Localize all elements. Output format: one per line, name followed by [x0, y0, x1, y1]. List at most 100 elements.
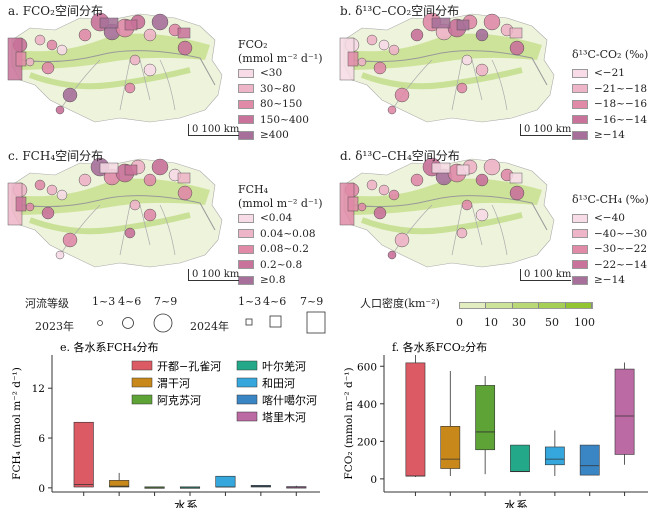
- sample-site-2023: [373, 61, 387, 75]
- sample-site-2023: [129, 54, 141, 66]
- panel-d-d13c-ch4-map: d. δ¹³C–CH₄空间分布 δ¹³C-CH₄ (‰) <−40 −40~−3…: [332, 145, 650, 290]
- density-bin: [486, 303, 513, 308]
- map-fco2: [7, 12, 223, 123]
- legend-title: FCO₂: [238, 38, 268, 51]
- sample-site-2023: [394, 87, 410, 103]
- sample-site-2024: [509, 27, 523, 39]
- map-fch4: [7, 157, 223, 268]
- legend-swatch: [131, 394, 153, 405]
- sample-site-2023: [78, 173, 92, 187]
- box-7: [614, 368, 635, 455]
- sample-site-2023: [41, 61, 55, 75]
- legend-item: ≥400: [238, 128, 322, 144]
- sample-site-2023: [394, 232, 410, 248]
- legend-item: 0.08~0.2: [238, 242, 322, 258]
- sample-site-2024: [99, 162, 119, 174]
- density-tick: 30: [512, 316, 526, 329]
- legend-item: ≥−14: [572, 273, 649, 289]
- sample-site-2023: [62, 232, 78, 248]
- sample-site-2024: [124, 19, 138, 31]
- order-label: 7~9: [300, 295, 324, 308]
- sample-site-2024: [347, 51, 359, 67]
- density-tick: 100: [574, 316, 595, 329]
- legend-item: <30: [238, 66, 322, 82]
- sample-site-2023: [41, 206, 55, 220]
- legend-swatch: [131, 377, 153, 388]
- population-density-band: [360, 67, 523, 90]
- box-1: [405, 362, 426, 477]
- density-bin: [512, 303, 540, 308]
- sample-site-2023: [124, 227, 136, 239]
- map-d13c-co2: [339, 12, 555, 123]
- tributary-line: [59, 59, 176, 111]
- legend-label: 阿克苏河: [157, 394, 201, 407]
- river-line: [19, 50, 216, 86]
- sample-site-2023: [143, 208, 157, 222]
- y-tick-label: 6: [38, 433, 45, 445]
- sample-site-2023: [124, 82, 136, 94]
- order-label: 1~3: [238, 295, 262, 308]
- sample-site-2023: [475, 173, 489, 187]
- sample-site-2023: [475, 28, 489, 42]
- sample-site-2023: [56, 189, 68, 201]
- legend-swatch: [238, 244, 254, 254]
- legend-swatch: [238, 213, 254, 223]
- y-axis-label: FCH₄ (mmol m⁻² d⁻¹): [11, 367, 23, 480]
- y-axis-label: FCO₂ (mmol m⁻² d⁻¹): [343, 367, 355, 479]
- legend-swatch: [236, 377, 258, 388]
- sample-site-2024: [15, 196, 27, 212]
- sample-site-2024: [509, 172, 523, 184]
- box-2: [440, 426, 461, 469]
- legend-label: 塔里木河: [262, 411, 306, 424]
- legend-swatch: [238, 68, 254, 78]
- sample-site-2023: [456, 227, 468, 239]
- legend-unit: (mmol m⁻² d⁻¹): [238, 197, 323, 210]
- legend-swatch: [572, 244, 588, 254]
- box-3: [475, 385, 496, 451]
- density-tick: 50: [545, 316, 559, 329]
- sample-site-2023: [25, 57, 35, 67]
- legend-title: δ¹³C-CO₂ (‰): [572, 48, 649, 61]
- legend-swatch: [238, 229, 254, 238]
- sample-site-2023: [378, 39, 390, 51]
- legend-swatch: [572, 99, 588, 109]
- stream-order-label: 河流等级: [25, 297, 69, 310]
- square-medium-icon: [269, 315, 282, 328]
- box-1: [73, 421, 94, 488]
- sample-site-2023: [55, 105, 65, 115]
- sample-site-2023: [129, 199, 141, 211]
- sample-site-2023: [475, 208, 489, 222]
- panel-title: d. δ¹³C–CH₄空间分布: [340, 149, 460, 163]
- sample-site-2023: [151, 13, 169, 31]
- legend-swatch: [572, 229, 588, 238]
- year-2023-label: 2023年: [35, 320, 74, 333]
- legend-item: −21~−18: [572, 82, 648, 98]
- legend-item: 80~150: [238, 97, 322, 113]
- legend-item: 150~400: [238, 113, 322, 129]
- chart-f-fco2-boxplot: f. 各水系FCO₂分布 0 200 400 600 水系 FCO₂ (mmol m⁻² d…: [343, 340, 648, 508]
- legend-item: 0.04~0.08: [238, 227, 322, 243]
- sample-site-2023: [509, 185, 525, 201]
- sample-site-2023: [388, 44, 400, 56]
- legend-item: 0.2~0.8: [238, 258, 322, 274]
- density-tick: 10: [484, 316, 498, 329]
- sample-site-2023: [177, 185, 193, 201]
- legend-swatch: [238, 84, 254, 93]
- sample-site-2023: [46, 39, 58, 51]
- legend-label: 渭干河: [157, 377, 190, 390]
- sample-site-2023: [410, 173, 424, 187]
- sample-site-2023: [388, 189, 400, 201]
- density-bin: [565, 303, 593, 308]
- legend-item: <0.04: [238, 211, 322, 227]
- legend-item: <−21: [572, 66, 648, 82]
- chart-e-fch4-boxplot: e. 各水系FCH₄分布 0 6 12 水系 FCH₄ (mmol m⁻² d⁻¹) 开都−…: [11, 340, 320, 508]
- sample-site-2024: [431, 17, 451, 29]
- sample-site-2024: [124, 164, 138, 176]
- sample-site-2023: [357, 202, 367, 212]
- tributary-line: [391, 59, 508, 111]
- map-d13c-ch4: [339, 157, 555, 268]
- scale-bar: 0 100 km: [188, 124, 240, 136]
- density-bin: [539, 303, 566, 308]
- legend-item: −16~−14: [572, 113, 648, 129]
- order-label: 1~3: [92, 295, 116, 308]
